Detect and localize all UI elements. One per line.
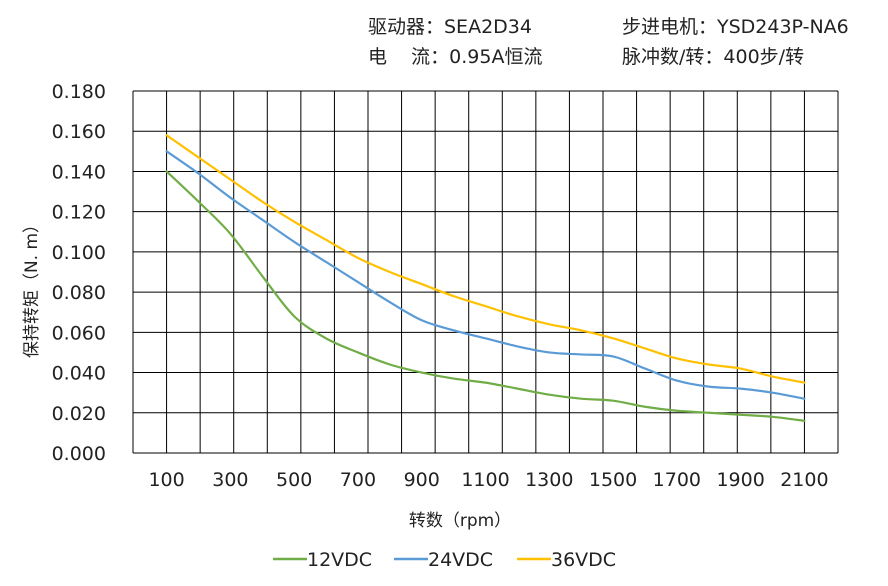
y-tick-label: 0.080 bbox=[52, 282, 106, 304]
x-tick-label: 1500 bbox=[589, 469, 637, 491]
legend: 12VDC 24VDC 36VDC bbox=[273, 549, 616, 571]
x-tick-label: 1100 bbox=[461, 469, 509, 491]
x-tick-label: 1900 bbox=[716, 469, 764, 491]
y-tick-label: 0.020 bbox=[52, 403, 106, 425]
y-tick-label: 0.120 bbox=[52, 202, 106, 224]
y-axis-title: 保持转矩（N. m） bbox=[22, 216, 42, 358]
y-tick-label: 0.000 bbox=[52, 443, 106, 465]
series-line-36vdc bbox=[165, 134, 806, 384]
header-pulses: 脉冲数/转：400步/转 bbox=[622, 46, 804, 68]
legend-label-24vdc: 24VDC bbox=[428, 549, 493, 571]
y-tick-label: 0.040 bbox=[52, 363, 106, 385]
y-tick-label: 0.140 bbox=[52, 161, 106, 183]
x-tick-label: 1300 bbox=[525, 469, 573, 491]
header-driver: 驱动器：SEA2D34 bbox=[368, 16, 532, 38]
series-lines bbox=[165, 134, 806, 422]
x-tick-label: 900 bbox=[404, 469, 440, 491]
x-tick-label: 700 bbox=[340, 469, 376, 491]
legend-label-36vdc: 36VDC bbox=[551, 549, 616, 571]
x-tick-label: 100 bbox=[148, 469, 184, 491]
series-line-24vdc bbox=[165, 150, 806, 400]
header-motor: 步进电机：YSD243P-NA6 bbox=[622, 16, 849, 38]
legend-label-12vdc: 12VDC bbox=[307, 549, 372, 571]
x-axis-title: 转数（rpm） bbox=[409, 511, 511, 531]
y-tick-label: 0.060 bbox=[52, 322, 106, 344]
x-tick-label: 300 bbox=[212, 469, 248, 491]
y-tick-label: 0.180 bbox=[52, 81, 106, 103]
x-tick-label: 1700 bbox=[653, 469, 701, 491]
series-line-12vdc bbox=[165, 170, 806, 422]
y-tick-label: 0.160 bbox=[52, 121, 106, 143]
y-tick-label: 0.100 bbox=[52, 242, 106, 264]
x-tick-label: 500 bbox=[276, 469, 312, 491]
axis-ticks: 0.000 0.020 0.040 0.060 0.080 0.100 0.120 0.140… bbox=[52, 81, 829, 491]
header-current: 电 流：0.95A恒流 bbox=[368, 46, 542, 68]
x-tick-label: 2100 bbox=[780, 469, 828, 491]
